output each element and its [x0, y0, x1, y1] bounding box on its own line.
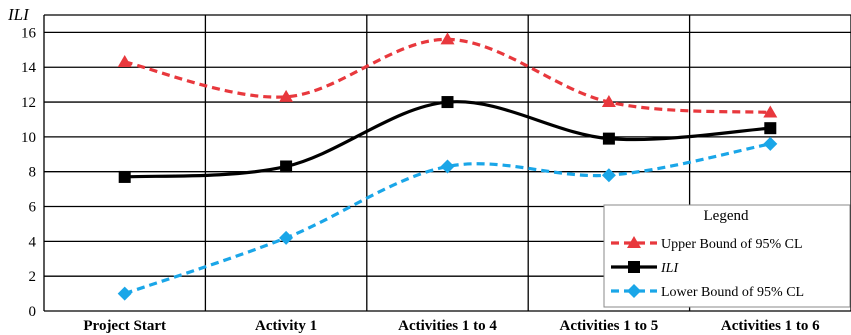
y-tick-label: 4: [29, 234, 37, 250]
data-point: [279, 89, 294, 102]
x-tick-label: Activities 1 to 6: [721, 318, 820, 334]
data-point: [117, 55, 132, 68]
legend-marker: [628, 261, 640, 273]
data-point: [763, 105, 778, 118]
series-3: [117, 136, 778, 301]
legend-label: Upper Bound of 95% CL: [661, 237, 803, 252]
y-axis-label: ILI: [7, 5, 30, 24]
y-tick-label: 16: [21, 25, 37, 41]
legend-marker: [627, 236, 641, 248]
data-point: [279, 230, 294, 245]
series-2: [118, 96, 777, 183]
legend-items: Upper Bound of 95% CL ILI Lower Bound of 9…: [611, 236, 804, 300]
data-point: [440, 159, 455, 174]
x-tick-label: Activity 1: [255, 318, 317, 334]
data-point: [763, 136, 778, 151]
data-point: [280, 160, 293, 173]
x-tick-label: Activities 1 to 5: [560, 318, 659, 334]
y-tick-label: 6: [29, 200, 37, 216]
y-tick-label: 10: [21, 130, 36, 146]
data-point: [601, 168, 616, 183]
data-point: [602, 132, 615, 145]
data-point: [117, 286, 132, 301]
series-1: [117, 32, 778, 118]
data-point: [440, 32, 455, 45]
y-tick-label: 12: [21, 95, 36, 111]
data-point: [118, 170, 131, 183]
series: [117, 32, 778, 301]
series-line: [124, 142, 771, 296]
legend-label: ILI: [660, 261, 679, 276]
x-tick-label: Project Start: [83, 318, 166, 334]
x-axis-ticks: Project Start Activity 1 Activities 1 to 4…: [83, 318, 820, 334]
y-tick-label: 0: [29, 304, 37, 320]
x-tick-label: Activities 1 to 4: [398, 318, 497, 334]
legend-title: Legend: [704, 208, 749, 224]
data-point: [764, 122, 777, 135]
y-axis-ticks: 0 2 4 6 8 10 12 14 16: [21, 25, 37, 320]
y-tick-label: 2: [29, 269, 37, 285]
y-tick-label: 8: [29, 165, 37, 181]
data-point: [441, 96, 454, 109]
legend-marker: [627, 284, 641, 298]
legend-label: Lower Bound of 95% CL: [661, 285, 804, 300]
legend: Legend Upper Bound of 95% CL ILI Lower Bou…: [603, 204, 851, 308]
y-tick-label: 14: [21, 60, 37, 76]
data-point: [601, 95, 616, 108]
